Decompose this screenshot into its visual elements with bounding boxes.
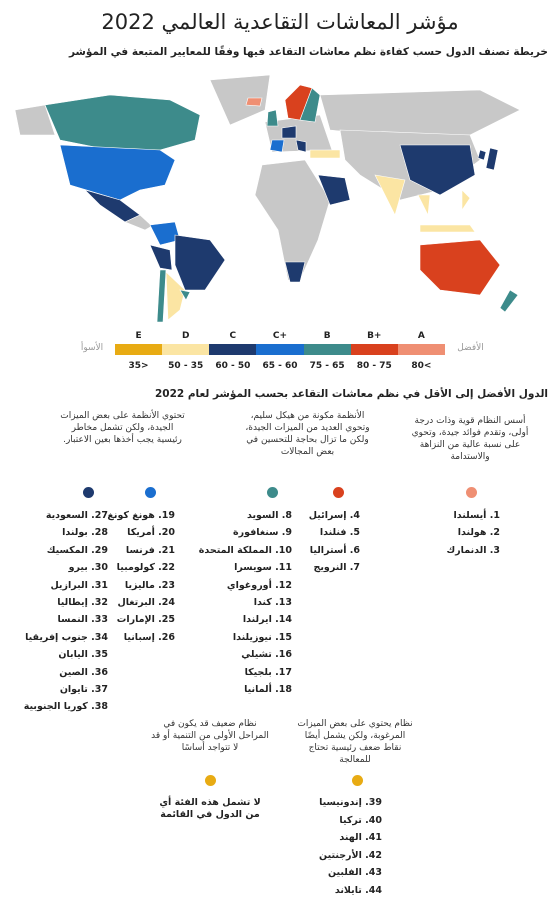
country-item: 40. تركيا — [339, 814, 382, 826]
country-item: 27. السعودية — [45, 510, 108, 521]
legend-range: 60 - 50 — [215, 361, 251, 371]
grade-dot — [465, 486, 477, 498]
legend-swatch — [256, 344, 304, 355]
ranking-heading: الدول الأفضل إلى الأقل في نظم معاشات الت… — [154, 388, 548, 400]
legend-swatch — [162, 344, 210, 355]
country-item: 4. إسرائيل — [308, 510, 360, 521]
country-item: 41. الهند — [339, 832, 382, 844]
country-item: 24. البرتغال — [117, 597, 175, 608]
country-item: 6. أستراليا — [309, 544, 360, 556]
country-item: 21. فرنسا — [125, 544, 175, 556]
legend-best: الأفضل — [457, 343, 484, 353]
legend-swatch — [397, 344, 445, 355]
country-item: 30. بيرو — [68, 562, 108, 574]
legend-range: 35> — [128, 361, 149, 371]
country-item: 36. الصين — [59, 666, 108, 678]
subtitle: خريطة تصنف الدول حسب كفاءة نظم معاشات ال… — [69, 46, 548, 58]
country-item: 3. الدنمارك — [446, 544, 500, 556]
country-item: 26. إسبانيا — [123, 631, 175, 643]
legend-grade: C — [229, 331, 237, 341]
country-item: 39. إندونيسيا — [319, 797, 382, 808]
group-description: الأنظمة مكونة من هيكل سليم، وتحوي العديد… — [245, 411, 370, 457]
grade-dot — [351, 774, 363, 786]
legend-grade: B+ — [367, 331, 382, 341]
country-item: 42. الأرجنتين — [319, 849, 382, 861]
country-item: 12. أوروغواي — [226, 579, 292, 591]
group-description: نظام يحتوي على بعض الميزات المرغوبة، ولك… — [297, 719, 413, 765]
legend-worst: الأسوأ — [80, 343, 104, 353]
country-item: 22. كولومبيا — [116, 562, 175, 574]
country-item: 37. تايوان — [59, 684, 108, 695]
country-item: 34. جنوب إفريقيا — [25, 631, 108, 643]
legend-range: 80 - 75 — [356, 361, 392, 371]
country-item: 1. أيسلندا — [453, 510, 500, 521]
country-item: 11. سويسرا — [234, 562, 292, 574]
legend-swatch — [350, 344, 398, 355]
country-item: 8. السويد — [246, 510, 292, 521]
legend-range: 65 - 60 — [262, 361, 298, 371]
grade-dot — [144, 486, 156, 498]
legend-range: 75 - 65 — [309, 361, 345, 371]
country-item: 20. أمريكا — [127, 527, 175, 539]
grade-dot — [332, 486, 344, 498]
world-map — [14, 74, 521, 323]
legend-grade: D — [181, 331, 190, 341]
country-item: 29. المكسيك — [46, 544, 108, 556]
group-description: نظام ضعيف قد يكون في المراحل الأولى من ا… — [151, 719, 269, 753]
country-item: 33. النمسا — [57, 614, 108, 626]
country-item: 2. هولندا — [457, 527, 500, 539]
country-item: 9. سنغافورة — [233, 527, 292, 539]
country-item: 5. فنلندا — [319, 527, 360, 539]
grade-dot — [266, 486, 278, 498]
country-item: 19. هونغ كونغ — [107, 510, 175, 521]
country-item: 13. كندا — [253, 597, 292, 608]
country-item: 38. كوريا الجنوبية — [23, 701, 108, 713]
country-item: 32. إيطاليا — [57, 597, 108, 608]
legend-range: 80< — [411, 361, 432, 371]
country-item: 16. تشيلي — [241, 649, 292, 661]
country-item: 35. اليابان — [58, 649, 108, 661]
legend-grade: B — [323, 331, 331, 341]
legend-swatch — [303, 344, 351, 355]
country-item: لا تشمل هذه الفئة أي من الدول في القائمة — [159, 797, 261, 820]
group-description: تحتوي الأنظمة على بعض الميزات الجيدة، ول… — [60, 411, 185, 445]
country-item: 28. بولندا — [62, 527, 108, 539]
country-item: 17. بلجيكا — [244, 666, 292, 678]
country-item: 18. ألمانيا — [244, 684, 292, 695]
legend-swatch — [115, 344, 163, 355]
country-item: 7. النرويج — [313, 562, 360, 574]
country-item: 43. الفلبين — [328, 867, 382, 879]
legend-swatch — [209, 344, 257, 355]
country-item: 25. الإمارات — [116, 614, 175, 626]
country-item: 23. ماليزيا — [124, 579, 175, 591]
country-item: 44. تايلاند — [334, 885, 382, 896]
title: مؤشر المعاشات التقاعدية العالمي 2022 — [101, 10, 459, 34]
grade-dot — [204, 774, 216, 786]
country-item: 14. ايرلندا — [242, 614, 292, 626]
legend-grade: E — [135, 331, 142, 341]
legend-grade: A — [417, 331, 425, 341]
country-item: 10. المملكة المتحدة — [198, 544, 292, 556]
country-item: 31. البرازيل — [50, 579, 108, 591]
group-description: أسس النظام قوية وذات درجة أولى، وتقدم فو… — [411, 416, 529, 462]
legend-grade: C+ — [272, 331, 288, 341]
country-item: 15. نيوزيلندا — [232, 631, 292, 643]
grade-dot — [82, 486, 94, 498]
legend-range: 50 - 35 — [168, 361, 204, 371]
